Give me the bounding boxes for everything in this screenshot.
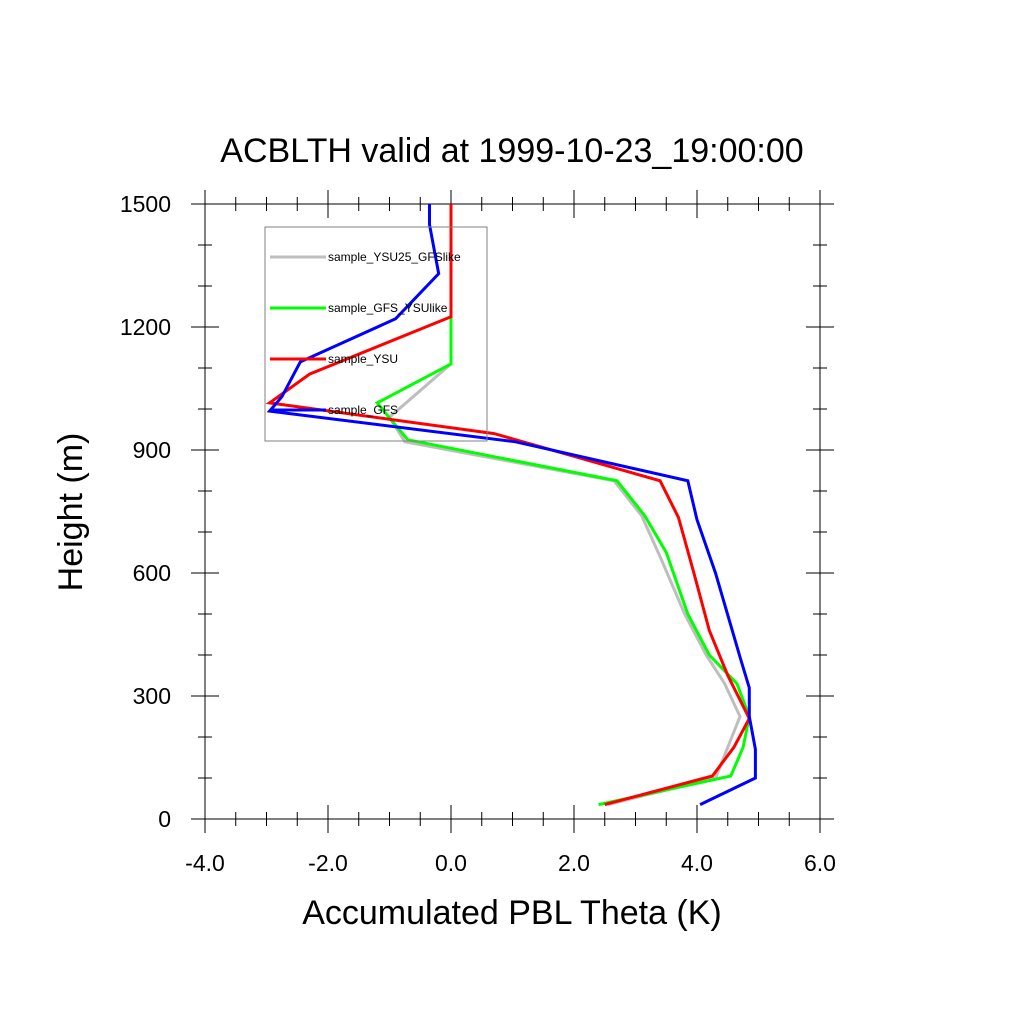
y-tick-label: 900 — [133, 437, 171, 463]
y-axis-label: Height (m) — [52, 433, 90, 592]
x-tick-label: -4.0 — [185, 850, 225, 876]
series-layer — [265, 204, 757, 807]
x-tick-label: 0.0 — [435, 850, 467, 876]
legend-label: sample_GFS_YSUlike — [328, 301, 448, 315]
legend-box — [264, 226, 488, 442]
x-tick-label: 6.0 — [804, 850, 836, 876]
series-line-sample_GFS_YSUlike — [374, 204, 751, 807]
y-tick-label: 1200 — [120, 314, 171, 340]
series-line-sample_YSU — [265, 204, 751, 807]
legend: sample_YSU25_GFSlike sample_GFS_YSUlikesa… — [264, 226, 488, 442]
y-tick-label: 300 — [133, 683, 171, 709]
x-tick-label: -2.0 — [308, 850, 348, 876]
series-line-sample_GFS — [266, 204, 757, 806]
plot-axes: -4.0 -2.0 0.0 2.0 4.0 6.0 0 300 600 900 1200 1500 — [120, 190, 836, 876]
x-tick-label: 4.0 — [681, 850, 713, 876]
y-tick-label: 0 — [158, 806, 171, 832]
x-tick-label: 2.0 — [558, 850, 590, 876]
plot-frame — [204, 203, 821, 820]
legend-label: sample_YSU25_GFSlike — [328, 250, 461, 264]
series-line-sample_YSU25_GFSlike — [387, 204, 742, 807]
x-axis-label: Accumulated PBL Theta (K) — [302, 894, 722, 932]
chart-title: ACBLTH valid at 1999-10-23_19:00:00 — [220, 132, 803, 170]
legend-label: sample_YSU — [328, 352, 398, 366]
y-tick-label: 600 — [133, 560, 171, 586]
legend-label: sample_GFS — [328, 403, 398, 417]
y-tick-label: 1500 — [120, 191, 171, 217]
